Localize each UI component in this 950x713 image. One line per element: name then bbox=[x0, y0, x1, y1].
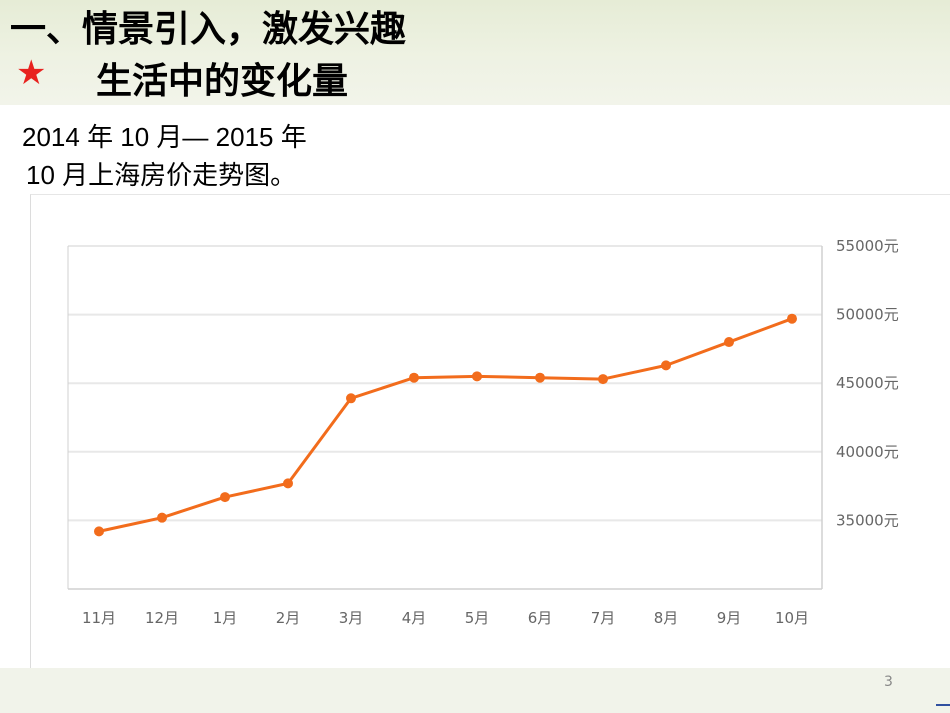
data-point bbox=[535, 372, 545, 383]
x-tick-label: 10月 bbox=[775, 609, 809, 627]
data-point bbox=[787, 313, 797, 324]
x-tick-label: 1月 bbox=[213, 609, 238, 627]
x-tick-label: 4月 bbox=[402, 609, 427, 627]
x-tick-label: 8月 bbox=[654, 609, 679, 627]
x-tick-label: 3月 bbox=[339, 609, 364, 627]
x-tick-label: 12月 bbox=[145, 609, 179, 627]
data-point bbox=[472, 371, 482, 382]
x-tick-label: 6月 bbox=[528, 609, 553, 627]
data-point bbox=[724, 337, 734, 348]
series-line bbox=[97, 317, 794, 533]
slide-header-background bbox=[0, 0, 950, 105]
y-tick-label: 35000元 bbox=[836, 511, 899, 529]
y-tick-label: 55000元 bbox=[836, 237, 899, 255]
x-tick-label: 7月 bbox=[591, 609, 616, 627]
y-tick-label: 40000元 bbox=[836, 443, 899, 461]
data-point bbox=[409, 372, 419, 383]
x-tick-label: 2月 bbox=[276, 609, 301, 627]
x-tick-label: 9月 bbox=[717, 609, 742, 627]
star-icon: ★ bbox=[16, 53, 47, 93]
description-line-1: 2014 年 10 月— 2015 年 bbox=[22, 122, 307, 152]
slide-footer-background bbox=[0, 668, 950, 713]
data-point bbox=[283, 478, 293, 489]
y-tick-label: 50000元 bbox=[836, 306, 899, 324]
data-point bbox=[220, 492, 230, 503]
data-point bbox=[346, 393, 356, 404]
data-point bbox=[598, 374, 608, 385]
slide-subtitle: 生活中的变化量 bbox=[96, 61, 349, 102]
page-number: 3 bbox=[884, 674, 893, 690]
data-point bbox=[157, 512, 167, 523]
chart-description: 2014 年 10 月— 2015 年 10 月上海房价走势图。 bbox=[22, 118, 307, 194]
description-line-2: 10 月上海房价走势图。 bbox=[26, 160, 297, 190]
y-tick-label: 45000元 bbox=[836, 374, 899, 392]
x-tick-label: 11月 bbox=[82, 609, 116, 627]
x-tick-label: 5月 bbox=[465, 609, 490, 627]
corner-mark bbox=[936, 704, 950, 706]
data-point bbox=[94, 526, 104, 537]
slide-title: 一、情景引入，激发兴趣 bbox=[10, 9, 407, 50]
data-point bbox=[661, 360, 671, 371]
